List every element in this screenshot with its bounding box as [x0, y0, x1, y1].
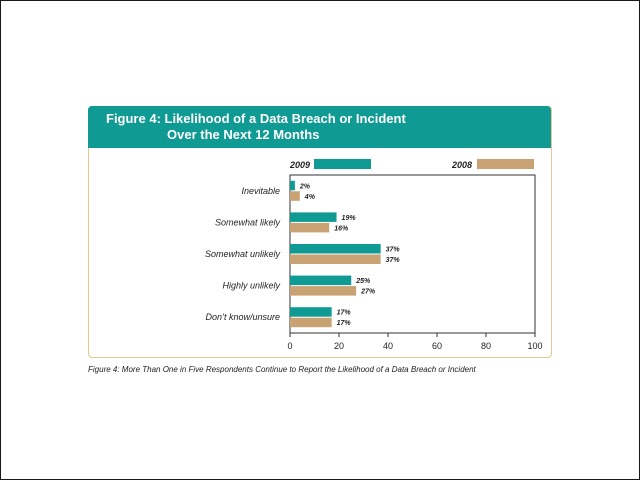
legend-label: 2008: [451, 160, 472, 170]
data-label: 37%: [386, 247, 401, 254]
category-label: Somewhat unlikely: [205, 249, 281, 259]
data-label: 4%: [304, 194, 316, 201]
chart-title-line-1: Figure 4: Likelihood of a Data Breach or…: [106, 111, 406, 126]
category-label: Somewhat likely: [215, 217, 281, 227]
x-tick-label: 80: [481, 341, 491, 351]
bar-2009: [290, 244, 381, 254]
bar-2009: [290, 307, 332, 317]
data-label: 19%: [342, 215, 357, 222]
bar-2008: [290, 254, 381, 264]
x-tick-label: 60: [432, 341, 442, 351]
category-label: Don’t know/unsure: [205, 312, 280, 322]
data-label: 2%: [299, 183, 311, 190]
data-label: 25%: [355, 278, 371, 285]
chart-title-line-2: Over the Next 12 Months: [167, 127, 320, 142]
data-label: 17%: [337, 310, 352, 317]
data-label: 37%: [386, 257, 401, 264]
figure-caption: Figure 4: More Than One in Five Responde…: [88, 365, 476, 374]
figure-title-banner: [88, 106, 551, 148]
category-label: Highly unlikely: [222, 281, 280, 291]
bar-2008: [290, 286, 357, 296]
x-tick-label: 100: [527, 341, 542, 351]
data-label: 16%: [334, 225, 349, 232]
x-tick-label: 40: [383, 341, 393, 351]
category-label: Inevitable: [241, 186, 280, 196]
data-label: 27%: [360, 289, 376, 296]
bar-2008: [290, 317, 332, 328]
legend-swatch: [477, 159, 534, 169]
legend-label: 2009: [289, 160, 310, 170]
x-tick-label: 20: [334, 341, 344, 351]
bar-2008: [290, 222, 330, 233]
plot-area-frame: [289, 174, 536, 334]
bar-2009: [290, 212, 337, 222]
bar-2009: [290, 275, 352, 286]
bar-2008: [290, 191, 300, 201]
data-label: 17%: [337, 320, 352, 327]
legend-swatch: [314, 159, 371, 169]
bar-2009: [290, 180, 295, 191]
x-tick-label: 0: [287, 341, 292, 351]
